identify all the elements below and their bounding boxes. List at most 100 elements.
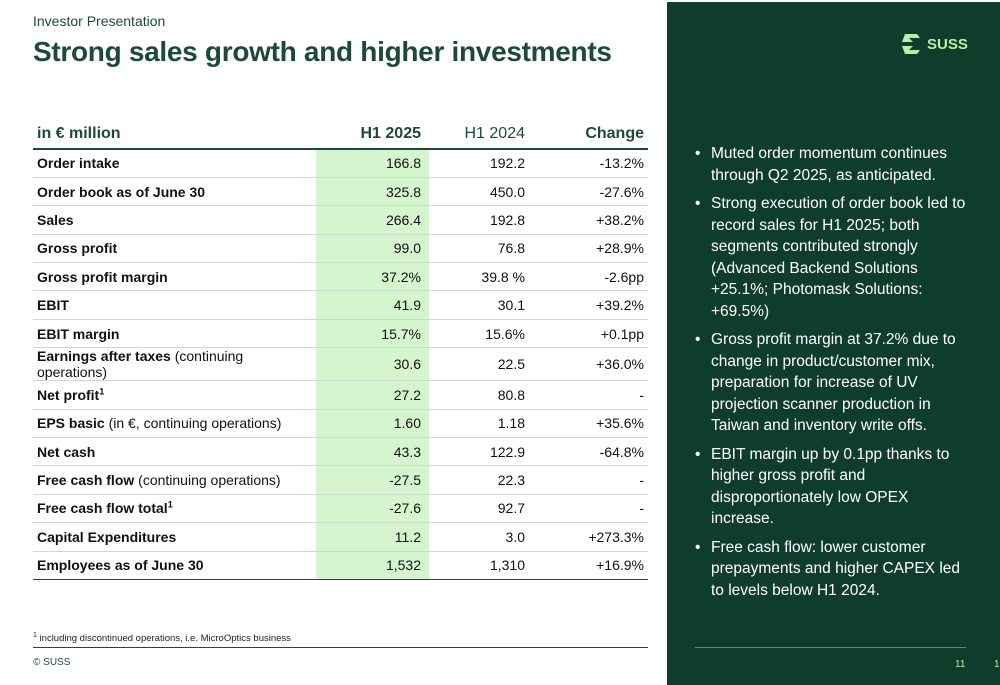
metric-cell: Capital Expenditures <box>33 522 316 552</box>
value-change: -27.6% <box>535 177 648 207</box>
panel-footer-divider <box>695 647 966 648</box>
metric-label: Free cash flow total <box>37 500 168 517</box>
metric-label: EPS basic <box>37 415 105 432</box>
metric-footnote-marker: 1 <box>99 386 105 397</box>
value-h1-2024: 192.8 <box>429 205 535 235</box>
table-body: Order intake 166.8 192.2 -13.2% Order book a… <box>33 149 648 580</box>
metric-cell: EBIT <box>33 290 316 320</box>
value-change: +38.2% <box>535 205 648 235</box>
column-header-metric: in € million <box>33 121 316 150</box>
table-header-row: in € million H1 2025 H1 2024 Change <box>33 121 648 150</box>
table-row: Order intake 166.8 192.2 -13.2% <box>33 149 648 178</box>
value-h1-2024: 450.0 <box>429 177 535 207</box>
metric-cell: Earnings after taxes (continuing operati… <box>33 347 316 382</box>
footnote-marker: 1 <box>33 631 37 639</box>
metric-label: Order book as of June 30 <box>37 183 206 200</box>
value-change: -64.8% <box>535 437 648 467</box>
metric-label: Net profit <box>37 386 100 403</box>
value-h1-2025: 11.2 <box>316 522 429 552</box>
metric-note: (continuing operations) <box>37 348 244 381</box>
metric-label: Capital Expenditures <box>37 528 177 545</box>
value-change: -13.2% <box>535 149 648 178</box>
value-h1-2025: 99.0 <box>316 234 429 264</box>
value-h1-2024: 3.0 <box>429 522 535 552</box>
column-header-h1-2025: H1 2025 <box>316 121 429 150</box>
table-row: Free cash flow total1 -27.6 92.7- <box>33 494 648 524</box>
value-h1-2024: 39.8 % <box>429 262 535 292</box>
value-h1-2025: 41.9 <box>316 290 429 320</box>
value-h1-2025: 15.7% <box>316 319 429 349</box>
value-h1-2024: 1.18 <box>429 409 535 439</box>
metric-cell: Order book as of June 30 <box>33 177 316 207</box>
key-point: Muted order momentum continues through Q… <box>695 143 975 186</box>
value-change: +35.6% <box>535 409 648 439</box>
key-point: Gross profit margin at 37.2% due to chan… <box>695 329 975 437</box>
table-row: Free cash flow (continuing operations) -2… <box>33 465 648 495</box>
value-change: - <box>535 465 648 495</box>
metric-cell: Order intake <box>33 149 316 178</box>
value-h1-2025: 43.3 <box>316 437 429 467</box>
value-h1-2025: 30.6 <box>316 347 429 382</box>
metric-label: Order intake <box>37 155 120 172</box>
value-change: +36.0% <box>535 347 648 382</box>
value-change: +16.9% <box>535 551 648 580</box>
metric-label: Sales <box>37 211 74 228</box>
metric-label: EBIT margin <box>37 325 120 342</box>
value-h1-2024: 76.8 <box>429 234 535 264</box>
metric-cell: Sales <box>33 205 316 235</box>
metric-cell: Net profit1 <box>33 380 316 410</box>
value-h1-2025: 37.2% <box>316 262 429 292</box>
value-h1-2024: 80.8 <box>429 380 535 410</box>
metric-cell: Gross profit <box>33 234 316 264</box>
value-change: +39.2% <box>535 290 648 320</box>
footnote: 1 including discontinued operations, i.e… <box>33 631 291 644</box>
value-h1-2024: 30.1 <box>429 290 535 320</box>
value-change: +273.3% <box>535 522 648 552</box>
column-header-h1-2024: H1 2024 <box>429 121 535 150</box>
value-change: - <box>535 494 648 524</box>
table-row: Gross profit margin 37.2% 39.8 % -2.6pp <box>33 262 648 292</box>
suss-logo-icon <box>902 34 920 54</box>
value-h1-2024: 22.3 <box>429 465 535 495</box>
metric-cell: EBIT margin <box>33 319 316 349</box>
table-row: Net cash 43.3 122.9 -64.8% <box>33 437 648 467</box>
value-h1-2024: 15.6% <box>429 319 535 349</box>
metric-cell: EPS basic (in €, continuing operations) <box>33 409 316 439</box>
suss-logo-text: SUSS <box>927 35 968 53</box>
value-h1-2025: -27.5 <box>316 465 429 495</box>
metric-label: Gross profit <box>37 240 118 257</box>
value-h1-2025: 1,532 <box>316 551 429 580</box>
value-change: -2.6pp <box>535 262 648 292</box>
edge-page-number: 1 <box>994 659 1000 670</box>
key-points-list: Muted order momentum continues through Q… <box>695 143 975 608</box>
value-h1-2025: 27.2 <box>316 380 429 410</box>
value-h1-2025: 266.4 <box>316 205 429 235</box>
table-row: Sales 266.4 192.8 +38.2% <box>33 205 648 235</box>
metric-label: Net cash <box>37 443 96 460</box>
column-header-change: Change <box>535 121 648 150</box>
value-h1-2024: 192.2 <box>429 149 535 178</box>
table-row: EBIT margin 15.7% 15.6% +0.1pp <box>33 319 648 349</box>
metric-label: Gross profit margin <box>37 268 168 285</box>
table-row: EBIT 41.9 30.1 +39.2% <box>33 290 648 320</box>
metric-footnote-marker: 1 <box>167 499 173 510</box>
table-row: Net profit1 27.2 80.8- <box>33 380 648 410</box>
value-h1-2025: 1.60 <box>316 409 429 439</box>
financials-table: in € million H1 2025 H1 2024 Change Orde… <box>33 121 648 580</box>
value-change: +28.9% <box>535 234 648 264</box>
metric-cell: Gross profit margin <box>33 262 316 292</box>
table-row: Employees as of June 30 1,532 1,310 +16.9% <box>33 551 648 580</box>
value-h1-2024: 22.5 <box>429 347 535 382</box>
page-number: 11 <box>955 659 966 670</box>
copyright: © SUSS <box>33 657 71 668</box>
value-change: +0.1pp <box>535 319 648 349</box>
value-h1-2024: 122.9 <box>429 437 535 467</box>
slide-eyebrow: Investor Presentation <box>33 13 166 29</box>
metric-label: EBIT <box>37 297 69 314</box>
key-point: EBIT margin up by 0.1pp thanks to higher… <box>695 444 975 530</box>
page-title: Strong sales growth and higher investmen… <box>33 36 612 67</box>
table-row: Order book as of June 30 325.8 450.0 -27.6% <box>33 177 648 207</box>
suss-logo: SUSS <box>901 33 968 55</box>
metric-cell: Free cash flow total1 <box>33 494 316 524</box>
table-row: Gross profit 99.0 76.8 +28.9% <box>33 234 648 264</box>
